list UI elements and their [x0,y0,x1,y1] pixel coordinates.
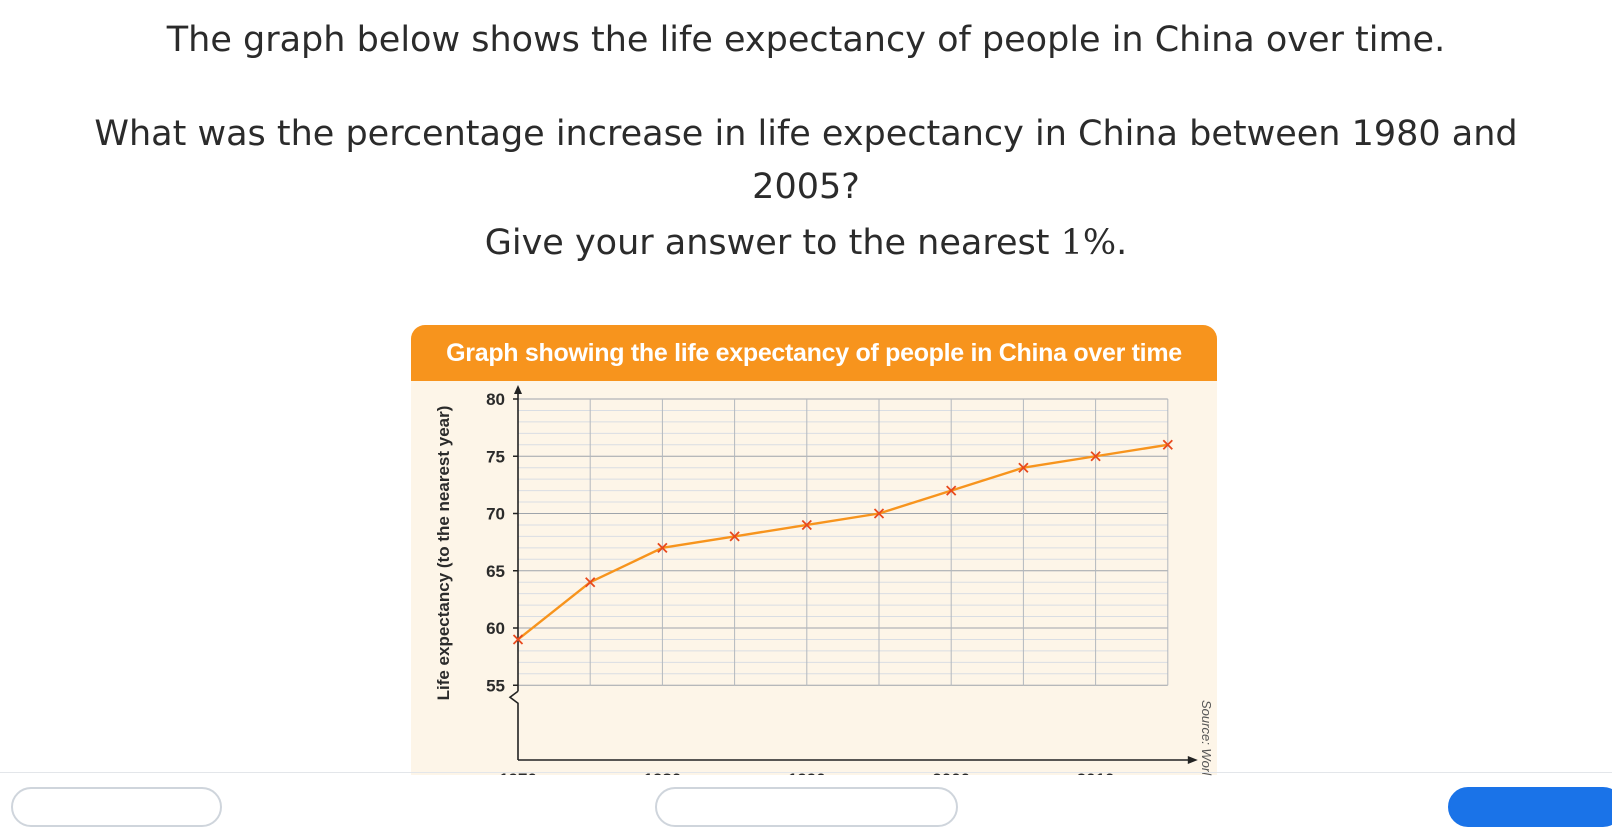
question-intro: The graph below shows the life expectanc… [166,20,1446,60]
y-tick-label: 60 [486,619,505,638]
instruction-percent: 1% [1060,223,1117,263]
data-point-marker [873,508,885,519]
marker-stroke [1018,462,1029,473]
answer-option-b[interactable] [655,787,958,827]
y-axis-break [508,690,519,760]
marker-stroke [512,634,524,645]
y-tick-label: 75 [486,447,505,466]
data-series [512,439,1173,645]
marker-stroke [729,531,740,542]
marker-stroke [657,542,668,553]
marker-stroke [1090,451,1101,462]
y-tick-label: 55 [486,676,505,695]
instruction-prefix: Give your answer to the nearest [484,223,1061,263]
marker-stroke [585,577,596,588]
source-note: Source: Worl [1199,700,1214,776]
data-point-marker [946,485,957,496]
y-tick-label: 80 [486,390,505,409]
data-point-marker [1162,439,1173,450]
instruction-suffix: . [1116,223,1128,263]
question-main-line1: What was the percentage increase in life… [94,114,1518,154]
axes [508,385,1198,764]
chart-card: Graph showing the life expectancy of peo… [411,325,1217,775]
data-point-marker [801,519,812,531]
data-point-marker [512,634,524,645]
submit-button[interactable] [1448,787,1612,827]
marker-stroke [801,519,812,531]
data-point-marker [657,542,668,553]
data-point-marker [585,577,596,588]
y-axis-arrow [514,385,522,394]
minor-gridlines [518,409,1168,675]
y-tick-label: 70 [486,505,505,524]
marker-stroke [873,508,885,519]
answer-instruction: Give your answer to the nearest 1%. [0,222,1612,264]
x-axis-arrow [1187,756,1198,764]
data-point-marker [729,531,740,542]
marker-stroke [946,485,957,496]
question-main-line2: 2005? [752,167,860,207]
data-point-marker [1018,462,1029,473]
y-axis-label: Life expectancy (to the nearest year) [434,406,453,701]
chart-title: Graph showing the life expectancy of peo… [411,325,1217,381]
bottom-divider [0,772,1612,773]
series-line [517,443,1168,641]
data-point-marker [1090,451,1101,462]
y-tick-labels: 55 60 65 70 75 80 [486,390,505,695]
answer-option-a[interactable] [11,787,222,827]
major-gridlines [518,398,1169,686]
y-tick-label: 65 [486,562,505,581]
marker-stroke [1162,439,1173,450]
